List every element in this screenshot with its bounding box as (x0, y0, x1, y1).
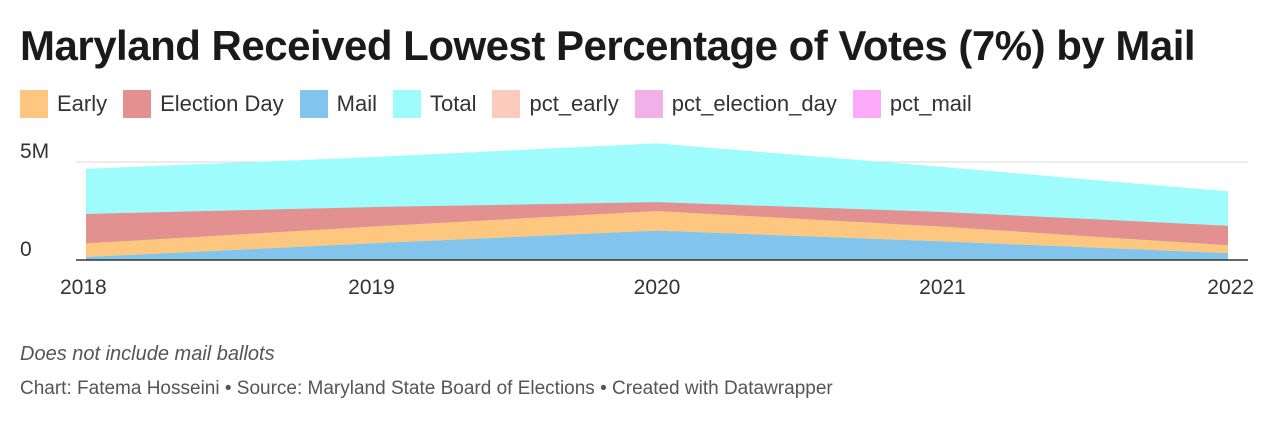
legend-label-total: Total (429, 91, 477, 116)
legend-label-early: Early (57, 91, 108, 116)
area-election-day (86, 202, 1228, 246)
area-chart: 0 5M 2018 2019 2020 2021 2022 (20, 140, 1254, 299)
legend-label-pct-early: pct_early (529, 91, 619, 116)
x-tick-label-2021: 2021 (919, 276, 966, 299)
legend-label-mail: Mail (336, 91, 377, 116)
x-tick-label-2018: 2018 (60, 276, 107, 299)
legend-swatch-total (392, 90, 421, 118)
chart-title: Maryland Received Lowest Percentage of V… (20, 22, 1196, 69)
legend-swatch-early (20, 90, 48, 118)
legend-swatch-mail (299, 90, 328, 118)
chart-note: Does not include mail ballots (20, 343, 275, 365)
y-tick-label-5m: 5M (20, 140, 49, 163)
chart-credits: Chart: Fatema Hosseini • Source: Marylan… (20, 378, 833, 399)
legend-item-mail: Mail (299, 90, 377, 118)
legend-label-pct-mail: pct_mail (889, 91, 972, 116)
x-tick-label-2020: 2020 (634, 276, 681, 299)
legend-item-early: Early (20, 90, 107, 118)
x-tick-label-2022: 2022 (1207, 276, 1254, 299)
legend-label-election-day: Election Day (160, 91, 284, 116)
legend-item-pct-election-day: pct_election_day (634, 90, 837, 118)
legend-item-total: Total (392, 90, 477, 118)
legend-label-pct-election-day: pct_election_day (671, 91, 837, 116)
legend-item-pct-early: pct_early (492, 90, 619, 118)
legend-swatch-election-day (123, 90, 152, 118)
x-tick-label-2019: 2019 (348, 276, 395, 299)
area-mail (86, 230, 1228, 260)
legend-swatch-pct-election-day (634, 90, 663, 118)
y-tick-label-0: 0 (20, 238, 32, 261)
legend-swatch-pct-mail (852, 90, 881, 118)
chart-legend: Early Election Day Mail Total pct_early … (20, 90, 988, 118)
legend-swatch-pct-early (492, 90, 521, 118)
legend-item-election-day: Election Day (123, 90, 284, 118)
legend-item-pct-mail: pct_mail (852, 90, 972, 118)
area-early (86, 211, 1228, 258)
